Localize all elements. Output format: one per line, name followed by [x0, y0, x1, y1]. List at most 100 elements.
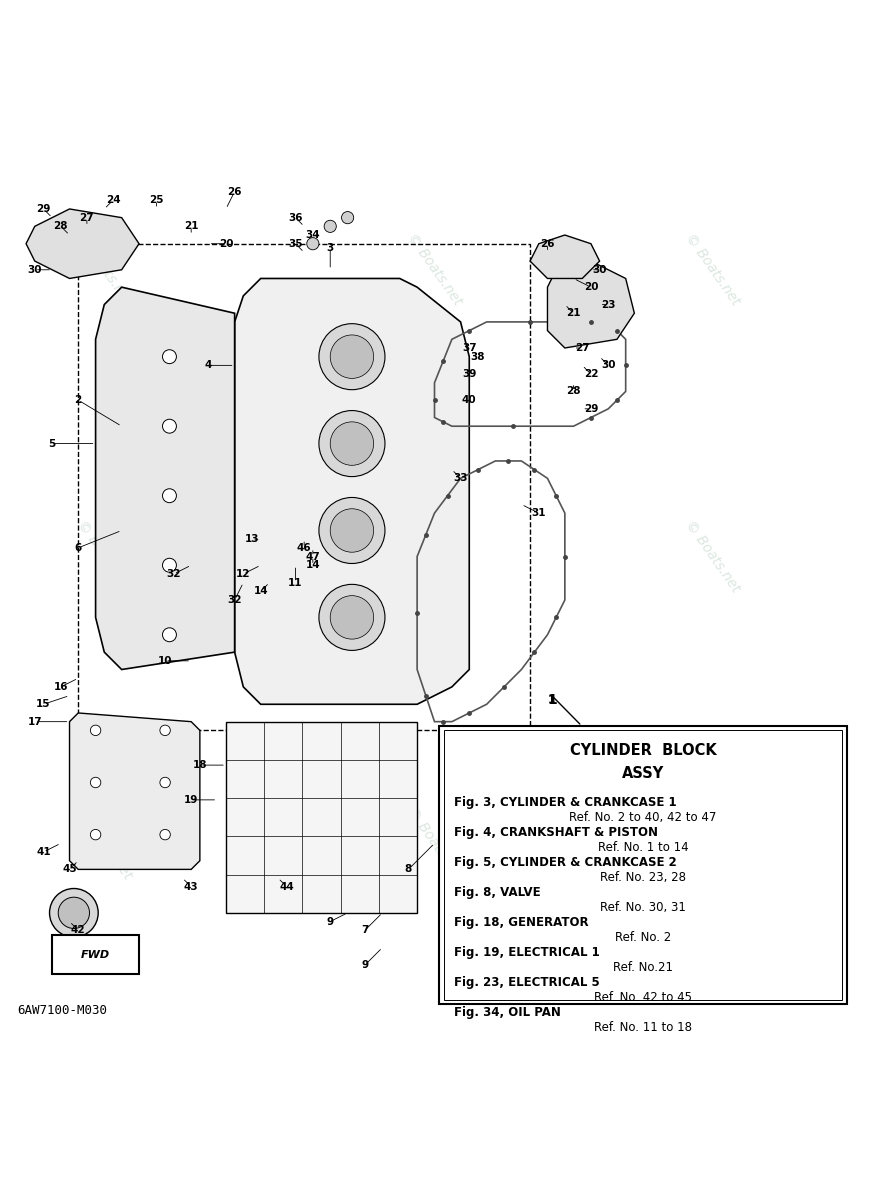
FancyBboxPatch shape	[439, 726, 847, 1004]
Text: 12: 12	[236, 569, 250, 578]
Text: 22: 22	[584, 370, 598, 379]
Text: 28: 28	[54, 221, 68, 232]
Polygon shape	[530, 235, 600, 278]
Circle shape	[330, 422, 374, 466]
Text: 21: 21	[567, 308, 580, 318]
Text: 29: 29	[36, 204, 50, 214]
Text: Ref. No. 42 to 45: Ref. No. 42 to 45	[594, 991, 692, 1004]
Circle shape	[324, 221, 336, 233]
Text: Ref. No. 30, 31: Ref. No. 30, 31	[600, 901, 686, 914]
Text: ASSY: ASSY	[622, 767, 664, 781]
Circle shape	[307, 238, 319, 250]
Text: 31: 31	[532, 508, 546, 518]
Text: 46: 46	[297, 542, 311, 553]
Text: 42: 42	[71, 925, 85, 935]
Text: Ref. No. 23, 28: Ref. No. 23, 28	[600, 871, 686, 883]
Text: Fig. 4, CRANKSHAFT & PISTON: Fig. 4, CRANKSHAFT & PISTON	[454, 826, 659, 839]
Text: Fig. 34, OIL PAN: Fig. 34, OIL PAN	[454, 1006, 561, 1019]
Polygon shape	[26, 209, 139, 278]
Circle shape	[58, 898, 90, 929]
Text: 14: 14	[254, 587, 268, 596]
Text: Ref. No. 2: Ref. No. 2	[615, 931, 671, 944]
Text: Fig. 3, CYLINDER & CRANKCASE 1: Fig. 3, CYLINDER & CRANKCASE 1	[454, 796, 677, 809]
Text: © Boats.net: © Boats.net	[682, 805, 743, 882]
Text: 8: 8	[405, 864, 412, 875]
Text: 30: 30	[28, 265, 42, 275]
Text: 25: 25	[149, 196, 163, 205]
Text: © Boats.net: © Boats.net	[74, 518, 135, 595]
Text: 9: 9	[362, 960, 368, 970]
Text: 37: 37	[462, 343, 476, 353]
Text: 15: 15	[36, 700, 50, 709]
Text: © Boats.net: © Boats.net	[682, 518, 743, 595]
Text: Fig. 19, ELECTRICAL 1: Fig. 19, ELECTRICAL 1	[454, 946, 600, 959]
Text: 41: 41	[36, 847, 50, 857]
Text: 19: 19	[184, 794, 198, 805]
Text: 20: 20	[219, 239, 233, 248]
Polygon shape	[70, 713, 200, 869]
Circle shape	[50, 888, 98, 937]
Text: Ref. No. 11 to 18: Ref. No. 11 to 18	[594, 1021, 692, 1034]
Text: 4: 4	[205, 360, 212, 371]
Text: © Boats.net: © Boats.net	[74, 805, 135, 882]
Circle shape	[319, 498, 385, 564]
Text: FWD: FWD	[81, 949, 110, 960]
Text: 7: 7	[362, 925, 368, 935]
Text: 30: 30	[601, 360, 615, 371]
Circle shape	[160, 725, 170, 736]
Polygon shape	[547, 262, 634, 348]
Polygon shape	[235, 278, 469, 704]
Bar	[226, 721, 417, 913]
Circle shape	[319, 584, 385, 650]
Text: 6: 6	[75, 542, 82, 553]
Text: © Boats.net: © Boats.net	[682, 232, 743, 308]
Bar	[52, 935, 139, 973]
Circle shape	[330, 509, 374, 552]
Text: 21: 21	[184, 221, 198, 232]
Text: 24: 24	[106, 196, 120, 205]
Text: Ref. No. 2 to 40, 42 to 47: Ref. No. 2 to 40, 42 to 47	[569, 810, 717, 823]
Text: 20: 20	[584, 282, 598, 292]
Circle shape	[160, 829, 170, 840]
Text: 17: 17	[28, 716, 42, 727]
Text: 47: 47	[306, 552, 320, 562]
Text: 16: 16	[54, 682, 68, 692]
Circle shape	[342, 211, 354, 223]
Text: 9: 9	[327, 917, 334, 926]
Text: 10: 10	[158, 656, 172, 666]
Circle shape	[163, 558, 176, 572]
Text: Fig. 8, VALVE: Fig. 8, VALVE	[454, 886, 541, 899]
Text: 32: 32	[228, 595, 242, 605]
Text: 26: 26	[228, 186, 242, 197]
Text: 11: 11	[289, 577, 302, 588]
Text: 5: 5	[49, 438, 56, 449]
Text: 18: 18	[193, 760, 207, 770]
Text: © Boats.net: © Boats.net	[404, 805, 465, 882]
Circle shape	[90, 778, 101, 787]
Circle shape	[330, 335, 374, 378]
Text: 26: 26	[541, 239, 554, 248]
Text: 2: 2	[75, 395, 82, 406]
Circle shape	[90, 829, 101, 840]
Text: Fig. 18, GENERATOR: Fig. 18, GENERATOR	[454, 916, 589, 929]
Text: 29: 29	[584, 404, 598, 414]
Text: 33: 33	[454, 473, 468, 484]
Text: 32: 32	[167, 569, 181, 578]
Text: Ref. No. 1 to 14: Ref. No. 1 to 14	[598, 841, 688, 853]
FancyBboxPatch shape	[444, 731, 842, 1000]
Text: 34: 34	[306, 230, 320, 240]
Text: CYLINDER  BLOCK: CYLINDER BLOCK	[570, 743, 716, 758]
Circle shape	[319, 410, 385, 476]
Text: Fig. 5, CYLINDER & CRANKCASE 2: Fig. 5, CYLINDER & CRANKCASE 2	[454, 856, 677, 869]
Circle shape	[163, 488, 176, 503]
Circle shape	[90, 725, 101, 736]
Circle shape	[163, 349, 176, 364]
Text: 14: 14	[306, 560, 320, 570]
Text: 3: 3	[327, 244, 334, 253]
Text: 45: 45	[63, 864, 76, 875]
Text: 27: 27	[80, 212, 94, 223]
Circle shape	[330, 595, 374, 640]
Text: 39: 39	[462, 370, 476, 379]
Text: Fig. 23, ELECTRICAL 5: Fig. 23, ELECTRICAL 5	[454, 976, 600, 989]
Text: 6AW7100-M030: 6AW7100-M030	[17, 1004, 108, 1018]
